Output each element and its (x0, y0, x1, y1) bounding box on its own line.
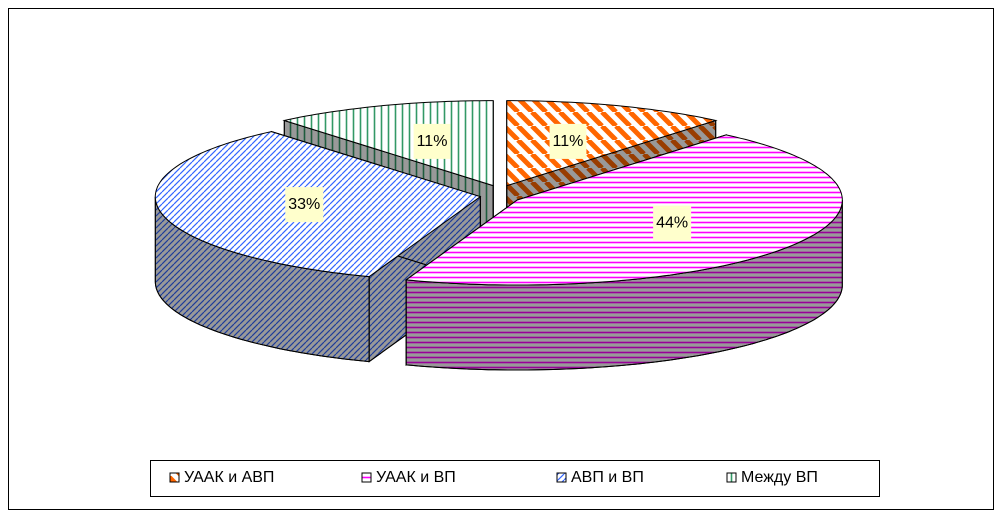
data-label: 33% (288, 196, 320, 213)
legend-swatch (361, 472, 372, 483)
legend-swatch (169, 472, 180, 483)
legend-swatch (726, 472, 737, 483)
data-label-bg (549, 123, 587, 159)
data-label: 11% (417, 133, 448, 150)
data-label-bg (413, 123, 451, 159)
legend-box (150, 460, 880, 497)
data-label-bg (285, 187, 324, 223)
slice-top (506, 100, 718, 187)
legend-label: УААК и ВП (376, 469, 456, 486)
slice-top (404, 134, 843, 286)
slice-top (282, 100, 494, 187)
legend-label: УААК и АВП (184, 469, 274, 486)
legend-label: Между ВП (741, 469, 818, 486)
data-label-bg (653, 205, 692, 241)
legend-label: АВП и ВП (571, 469, 644, 486)
legend-swatch (556, 472, 567, 483)
data-label: 44% (656, 215, 688, 232)
data-label: 11% (553, 133, 584, 150)
